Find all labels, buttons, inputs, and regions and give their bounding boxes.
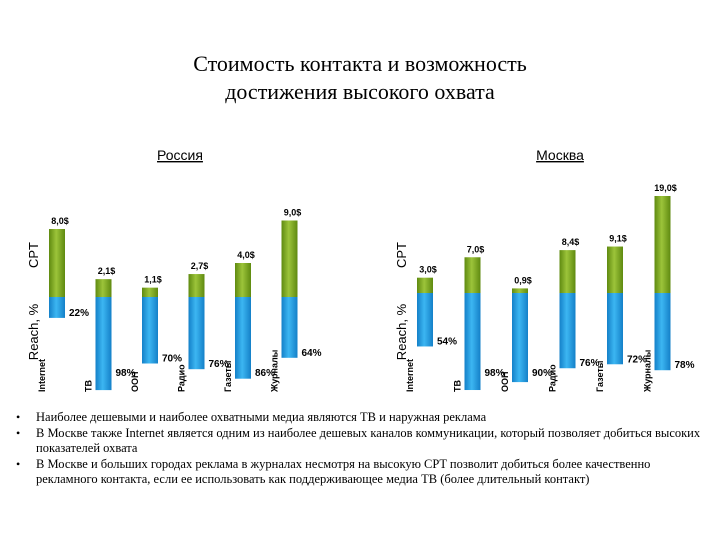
bullet-list: Наиболее дешевыми и наиболее охватными м… (14, 410, 704, 488)
category-label: Internet (405, 359, 415, 392)
category-label: Internet (37, 359, 47, 392)
cpt-value-label: 8,4$ (562, 237, 580, 247)
reach-bar (188, 297, 205, 370)
category-label: OOH (130, 371, 140, 392)
chart-title: Москва (536, 147, 584, 163)
slide-title: Стоимость контакта и возможность достиже… (0, 50, 720, 106)
cpt-axis-label: CPT (26, 242, 41, 268)
reach-value-label: 76% (579, 358, 599, 369)
cpt-value-label: 8,0$ (51, 216, 69, 226)
reach-bar (464, 293, 481, 391)
reach-bar (142, 297, 158, 364)
reach-bar (417, 293, 433, 347)
reach-value-label: 76% (208, 359, 228, 370)
category-label: Газеты (595, 360, 605, 392)
cpt-bar (95, 279, 112, 297)
cpt-bar (49, 229, 65, 297)
cpt-bar (607, 246, 623, 293)
reach-value-label: 54% (437, 336, 457, 347)
cpt-value-label: 9,0$ (284, 208, 302, 218)
cpt-bar (559, 250, 576, 293)
cpt-value-label: 3,0$ (419, 265, 437, 275)
cpt-value-label: 0,9$ (514, 275, 532, 285)
reach-bar (281, 297, 298, 358)
reach-value-label: 22% (69, 308, 89, 319)
cpt-value-label: 19,0$ (654, 183, 677, 193)
category-label: Радио (548, 364, 558, 392)
cpt-value-label: 2,7$ (191, 261, 209, 271)
cpt-bar (235, 263, 251, 297)
reach-bar (607, 293, 623, 365)
reach-axis-label: Reach, % (394, 303, 409, 360)
reach-axis-label: Reach, % (26, 303, 41, 360)
title-line-2: достижения высокого охвата (225, 79, 495, 104)
reach-bar (95, 297, 112, 391)
reach-bar (654, 293, 671, 371)
cpt-bar (142, 287, 158, 297)
cpt-value-label: 2,1$ (98, 266, 116, 276)
category-label: Журналы (270, 349, 280, 393)
reach-value-label: 64% (301, 348, 321, 359)
bullet-item-3: В Москве и больших городах реклама в жур… (14, 457, 704, 488)
cpt-value-label: 9,1$ (609, 234, 627, 244)
category-label: Радио (177, 364, 187, 392)
category-label: Журналы (643, 349, 653, 393)
reach-value-label: 70% (162, 354, 182, 365)
title-line-1: Стоимость контакта и возможность (193, 51, 527, 76)
bullet-item-1: Наиболее дешевыми и наиболее охватными м… (14, 410, 704, 426)
category-label: ТВ (84, 380, 94, 392)
cpt-bar (281, 220, 298, 297)
reach-bar (235, 297, 251, 379)
reach-bar (559, 293, 576, 369)
reach-value-label: 86% (255, 368, 275, 379)
reach-value-label: 98% (484, 368, 504, 379)
reach-value-label: 98% (115, 368, 135, 379)
cpt-value-label: 7,0$ (467, 244, 485, 254)
cpt-bar (464, 257, 481, 293)
chart-moscow: Москва CPT Reach, % 3,0$ 54% Internet 7,0$ 98% Т… (394, 147, 695, 393)
reach-bar (512, 293, 528, 383)
cpt-value-label: 1,1$ (144, 275, 162, 285)
category-label: OOH (500, 371, 510, 392)
reach-bar (49, 297, 65, 318)
cpt-bar (188, 274, 205, 297)
reach-value-label: 90% (532, 368, 552, 379)
cpt-bar (654, 196, 671, 293)
cpt-bar (512, 288, 528, 293)
chart-russia: Россия CPT Reach, % 8,0$ 22% Internet 2,1$ 98% Т… (26, 147, 322, 393)
charts-area: Россия CPT Reach, % 8,0$ 22% Internet 2,1$ 98% Т… (26, 147, 695, 393)
cpt-value-label: 4,0$ (237, 250, 255, 260)
chart-title: Россия (157, 147, 203, 163)
cpt-bar (417, 277, 433, 293)
cpt-axis-label: CPT (394, 242, 409, 268)
reach-value-label: 78% (674, 360, 694, 371)
reach-value-label: 72% (627, 354, 647, 365)
category-label: ТВ (453, 380, 463, 392)
category-label: Газеты (223, 360, 233, 392)
bullet-item-2: В Москве также Internet является одним и… (14, 426, 704, 457)
